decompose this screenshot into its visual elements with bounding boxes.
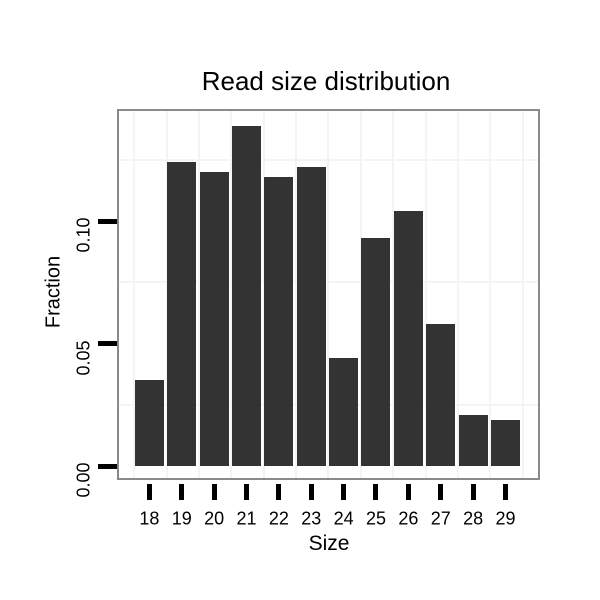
bar: [167, 162, 197, 466]
x-axis-tick-label: 24: [333, 508, 354, 529]
x-axis-tick: [341, 484, 347, 500]
y-axis-tick: [98, 341, 117, 347]
x-axis-tick-label: 27: [430, 508, 451, 529]
y-axis-tick-label: 0.10: [73, 217, 94, 253]
vertical-gridline: [295, 111, 298, 478]
bar: [232, 125, 261, 466]
x-axis-tick: [276, 484, 282, 500]
x-axis-tick: [373, 484, 379, 500]
bar: [426, 324, 456, 466]
x-axis-tick: [308, 484, 314, 500]
bar: [329, 358, 359, 466]
x-axis-tick: [405, 484, 411, 500]
bar: [458, 414, 488, 466]
x-axis-tick-label: 26: [398, 508, 419, 529]
y-axis-title: Fraction: [42, 255, 65, 329]
vertical-gridline: [424, 111, 427, 478]
x-axis-tick-label: 28: [463, 508, 484, 529]
horizontal-gridline: [119, 159, 538, 161]
bar: [296, 167, 326, 466]
x-axis-tick: [179, 484, 185, 500]
x-axis-tick: [244, 484, 249, 500]
x-axis-tick-label: 22: [268, 508, 289, 529]
x-axis-tick: [470, 484, 476, 500]
bar: [361, 238, 391, 466]
vertical-gridline: [197, 111, 200, 478]
horizontal-gridline: [119, 403, 538, 406]
x-axis-title: Size: [308, 532, 350, 555]
vertical-gridline: [327, 111, 330, 478]
bar: [393, 211, 423, 466]
x-axis-tick: [211, 484, 217, 500]
bar: [199, 172, 229, 466]
vertical-gridline: [262, 111, 265, 478]
x-axis-tick-label: 23: [301, 508, 322, 529]
x-axis-tick-label: 19: [171, 508, 192, 529]
vertical-gridline: [456, 111, 459, 478]
x-axis-tick: [502, 484, 508, 500]
y-axis-tick: [98, 218, 117, 224]
vertical-gridline: [521, 111, 524, 478]
vertical-gridline: [392, 111, 395, 478]
x-axis-tick-label: 20: [204, 508, 225, 529]
x-axis-tick: [438, 484, 444, 500]
horizontal-gridline: [119, 281, 538, 284]
x-axis-tick-label: 29: [495, 508, 516, 529]
y-axis-tick-label: 0.05: [73, 340, 94, 376]
bar: [134, 380, 164, 466]
vertical-gridline: [230, 111, 233, 478]
x-axis-tick-label: 21: [236, 508, 257, 529]
vertical-gridline: [165, 111, 168, 478]
plot-panel: [117, 109, 540, 480]
x-axis-tick-label: 25: [365, 508, 386, 529]
bar: [264, 177, 294, 466]
y-axis-tick: [98, 463, 117, 469]
vertical-gridline: [133, 111, 136, 478]
x-axis-tick: [146, 484, 152, 500]
vertical-gridline: [489, 111, 492, 478]
bar: [490, 419, 520, 466]
y-axis-tick-label: 0.00: [73, 462, 94, 498]
vertical-gridline: [359, 111, 362, 478]
x-axis-tick-label: 18: [139, 508, 160, 529]
chart-title: Read size distribution: [201, 66, 451, 96]
